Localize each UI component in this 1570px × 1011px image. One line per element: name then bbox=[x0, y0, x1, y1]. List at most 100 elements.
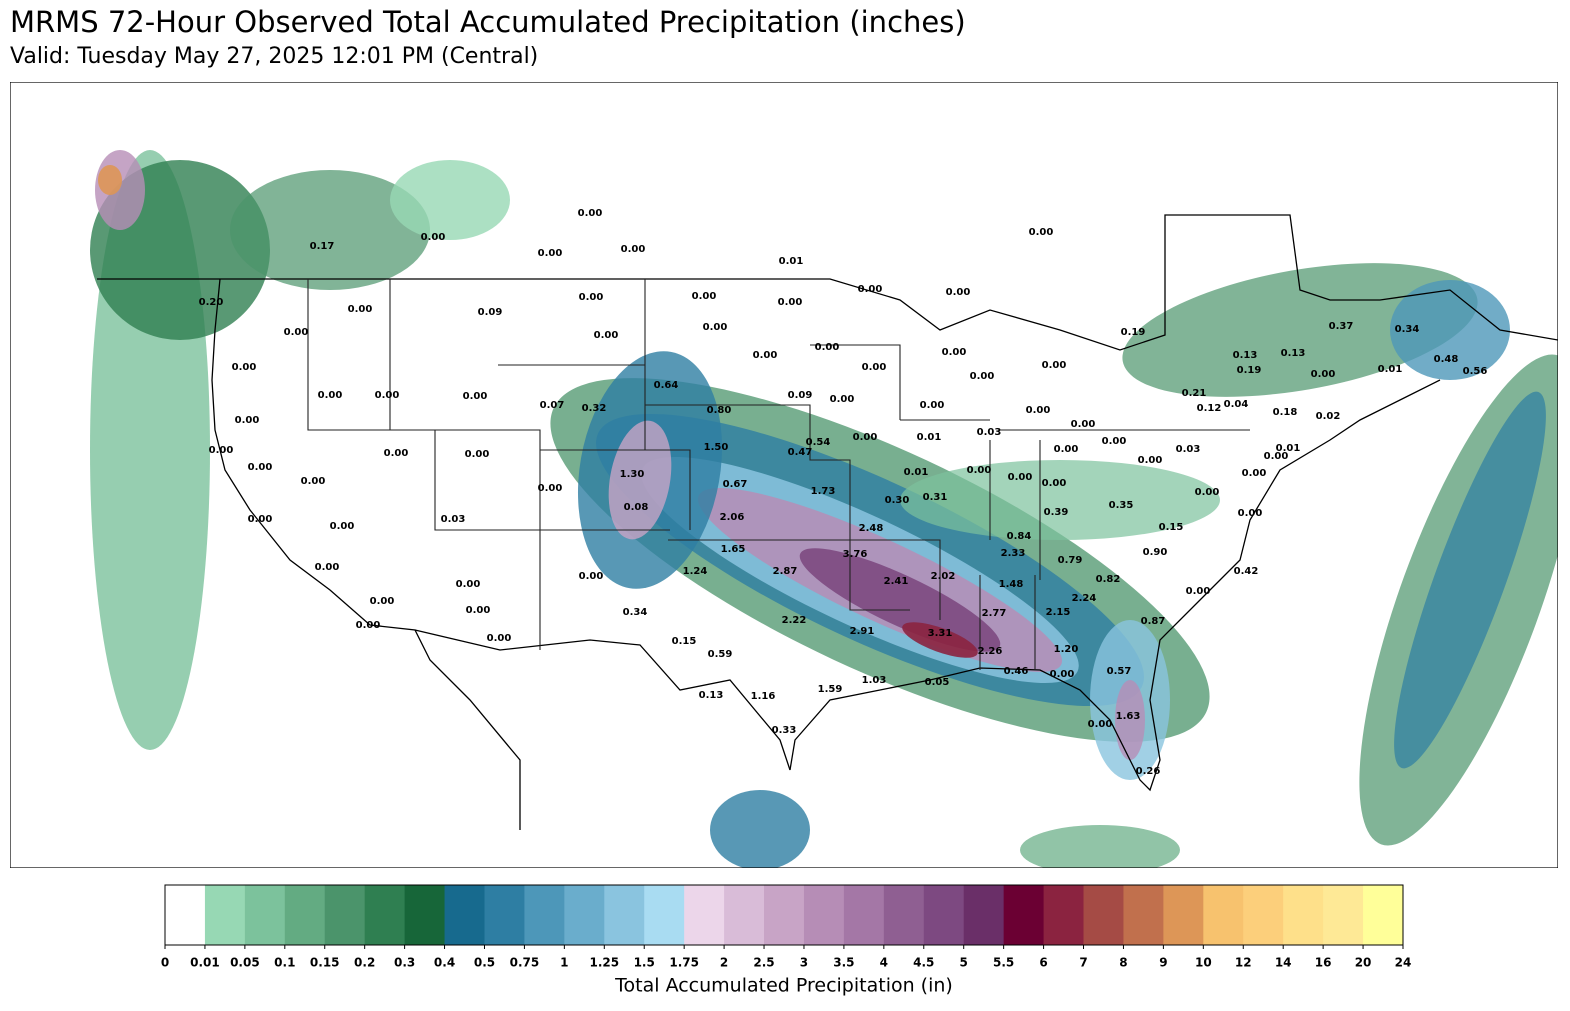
precip-area bbox=[1390, 280, 1510, 380]
station-value: 0.87 bbox=[1141, 616, 1166, 627]
station-value: 2.02 bbox=[931, 571, 956, 582]
station-value: 0.03 bbox=[977, 427, 1002, 438]
station-value: 0.31 bbox=[923, 492, 948, 503]
precip-area bbox=[1020, 825, 1180, 868]
colorbar-tick-label: 7 bbox=[1079, 956, 1087, 970]
colorbar-tick-label: 0.15 bbox=[310, 956, 340, 970]
station-value: 0.01 bbox=[1276, 443, 1301, 454]
station-value: 2.91 bbox=[850, 626, 875, 637]
colorbar-tick-label: 5.5 bbox=[993, 956, 1014, 970]
station-value: 0.00 bbox=[1311, 369, 1336, 380]
station-value: 0.82 bbox=[1096, 574, 1121, 585]
colorbar-tick-label: 0.5 bbox=[474, 956, 495, 970]
colorbar-bin bbox=[803, 885, 845, 945]
colorbar-tick-label: 4 bbox=[880, 956, 888, 970]
precip-area bbox=[710, 790, 810, 868]
boundaries bbox=[10, 82, 1558, 868]
colorbar-bin bbox=[204, 885, 246, 945]
precip-area bbox=[230, 170, 430, 290]
station-value: 0.00 bbox=[248, 514, 273, 525]
colorbar-bin bbox=[1123, 885, 1164, 945]
station-value: 0.20 bbox=[199, 297, 224, 308]
station-value: 1.03 bbox=[862, 675, 887, 686]
station-value: 0.00 bbox=[466, 605, 491, 616]
station-value: 0.00 bbox=[301, 476, 326, 487]
station-value: 2.22 bbox=[782, 615, 807, 626]
precip-area bbox=[98, 165, 122, 195]
station-value: 0.09 bbox=[478, 307, 503, 318]
station-value: 0.00 bbox=[1050, 669, 1075, 680]
precip-field bbox=[90, 150, 1558, 868]
colorbar-tick-label: 0.3 bbox=[394, 956, 415, 970]
colorbar-bin bbox=[1243, 885, 1284, 945]
station-value: 0.00 bbox=[456, 579, 481, 590]
station-value: 0.00 bbox=[815, 342, 840, 353]
station-value: 1.48 bbox=[999, 579, 1024, 590]
station-value: 0.00 bbox=[538, 248, 563, 259]
station-value: 1.63 bbox=[1116, 711, 1141, 722]
colorbar-tick-label: 3.5 bbox=[833, 956, 854, 970]
colorbar-tick-label: 10 bbox=[1195, 956, 1212, 970]
colorbar-tick-label: 24 bbox=[1395, 956, 1412, 970]
station-value: 0.01 bbox=[904, 467, 929, 478]
colorbar-bin bbox=[324, 885, 366, 945]
station-value: 3.76 bbox=[843, 549, 868, 560]
station-value: 1.50 bbox=[704, 442, 729, 453]
station-value: 0.00 bbox=[778, 297, 803, 308]
station-value: 0.00 bbox=[209, 445, 234, 456]
subtitle: Valid: Tuesday May 27, 2025 12:01 PM (Ce… bbox=[10, 44, 538, 69]
station-value: 0.00 bbox=[1242, 468, 1267, 479]
station-value: 0.00 bbox=[578, 208, 603, 219]
station-value: 0.00 bbox=[970, 371, 995, 382]
precip-area bbox=[902, 622, 978, 658]
precip-area bbox=[1115, 680, 1145, 760]
station-value: 0.00 bbox=[1195, 487, 1220, 498]
station-value: 0.00 bbox=[579, 292, 604, 303]
title: MRMS 72-Hour Observed Total Accumulated … bbox=[10, 5, 966, 39]
station-value: 2.87 bbox=[773, 566, 798, 577]
station-value: 0.00 bbox=[232, 362, 257, 373]
station-value: 0.00 bbox=[284, 327, 309, 338]
colorbar: 0 0.01 0.05 0.1 0.15 0.2 0.3 0.4 0.5 0.75 1 1.25 1.5… bbox=[161, 884, 1412, 970]
station-value: 0.00 bbox=[1008, 472, 1033, 483]
station-value: 0.57 bbox=[1107, 666, 1132, 677]
station-value: 0.46 bbox=[1004, 666, 1029, 677]
colorbar-bin bbox=[963, 885, 1005, 945]
colorbar-bin bbox=[404, 885, 446, 945]
station-value: 0.01 bbox=[779, 256, 804, 267]
colorbar-frame bbox=[164, 884, 1404, 946]
station-value: 0.00 bbox=[318, 390, 343, 401]
station-value: 2.26 bbox=[978, 646, 1003, 657]
colorbar-bin bbox=[684, 885, 725, 945]
station-value: 0.21 bbox=[1182, 388, 1207, 399]
station-value: 0.47 bbox=[788, 447, 813, 458]
station-value: 1.65 bbox=[721, 544, 746, 555]
colorbar-bin bbox=[364, 885, 406, 945]
colorbar-tick-label: 0.1 bbox=[274, 956, 295, 970]
colorbar-tick-label: 1.75 bbox=[669, 956, 699, 970]
station-value: 0.00 bbox=[538, 483, 563, 494]
station-value: 0.03 bbox=[1176, 444, 1201, 455]
gulf-coast bbox=[789, 379, 1441, 792]
station-value: 0.00 bbox=[463, 391, 488, 402]
colorbar-bin bbox=[284, 885, 326, 945]
colorbar-bin bbox=[724, 885, 765, 945]
station-value: 0.02 bbox=[1316, 411, 1341, 422]
station-value: 0.00 bbox=[1042, 478, 1067, 489]
station-value: 0.08 bbox=[624, 502, 649, 513]
colorbar-tick-label: 0.2 bbox=[354, 956, 375, 970]
station-value: 0.34 bbox=[1395, 324, 1420, 335]
station-value: 0.04 bbox=[1224, 399, 1249, 410]
state-lines bbox=[307, 279, 1250, 670]
station-value: 0.00 bbox=[621, 244, 646, 255]
station-value: 0.15 bbox=[1159, 522, 1184, 533]
station-value: 0.00 bbox=[942, 347, 967, 358]
west-coast bbox=[211, 278, 521, 830]
precip-area bbox=[390, 160, 510, 240]
colorbar-tick-label: 5 bbox=[960, 956, 968, 970]
station-value: 0.19 bbox=[1121, 327, 1146, 338]
colorbar-bin bbox=[644, 885, 685, 945]
station-value: 0.35 bbox=[1109, 500, 1134, 511]
colorbar-tick-label: 0.05 bbox=[230, 956, 260, 970]
station-value: 0.00 bbox=[348, 304, 373, 315]
